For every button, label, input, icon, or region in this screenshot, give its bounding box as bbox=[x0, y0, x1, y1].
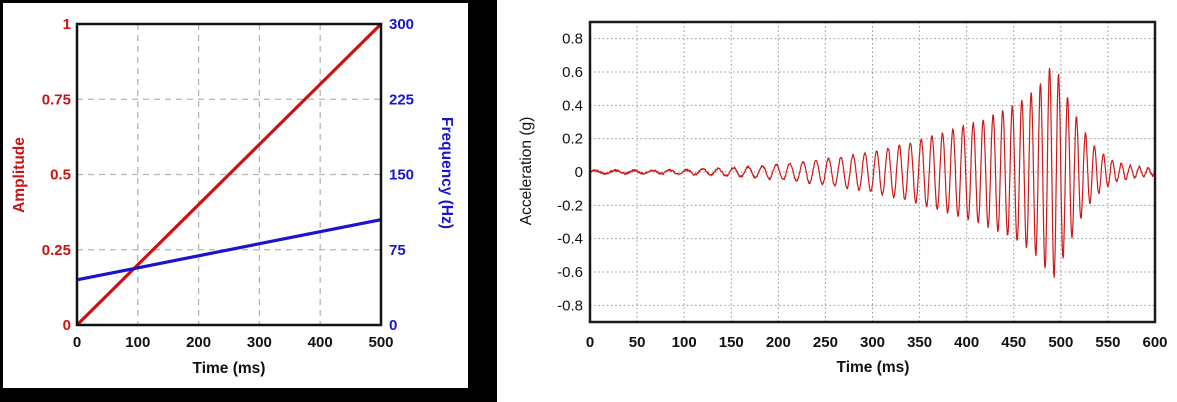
svg-text:0: 0 bbox=[73, 334, 81, 351]
amplitude-axis-title: Amplitude bbox=[11, 137, 28, 213]
svg-text:-0.4: -0.4 bbox=[557, 231, 583, 248]
svg-text:150: 150 bbox=[719, 334, 744, 351]
svg-text:1: 1 bbox=[63, 16, 71, 33]
svg-text:600: 600 bbox=[1142, 334, 1167, 351]
svg-text:-0.2: -0.2 bbox=[557, 197, 583, 214]
svg-text:300: 300 bbox=[860, 334, 885, 351]
svg-text:500: 500 bbox=[368, 334, 393, 351]
svg-text:0.5: 0.5 bbox=[50, 167, 71, 184]
svg-text:300: 300 bbox=[389, 16, 414, 33]
svg-text:0.8: 0.8 bbox=[562, 31, 583, 48]
svg-text:400: 400 bbox=[308, 334, 333, 351]
svg-text:0.25: 0.25 bbox=[42, 242, 71, 259]
right-time-axis-title: Time (ms) bbox=[836, 359, 910, 376]
acceleration-plot: 0 50 100 150 200 250 300 350 400 450 500 550 600 0.8 0… bbox=[557, 20, 1168, 351]
svg-text:550: 550 bbox=[1095, 334, 1120, 351]
svg-text:0.4: 0.4 bbox=[562, 97, 583, 114]
svg-text:75: 75 bbox=[389, 242, 406, 259]
svg-text:-0.6: -0.6 bbox=[557, 264, 583, 281]
svg-text:100: 100 bbox=[672, 334, 697, 351]
svg-text:300: 300 bbox=[247, 334, 272, 351]
acceleration-axis-title: Acceleration (g) bbox=[518, 116, 535, 226]
svg-text:0.6: 0.6 bbox=[562, 64, 583, 81]
svg-text:400: 400 bbox=[954, 334, 979, 351]
svg-text:225: 225 bbox=[389, 91, 414, 108]
svg-text:200: 200 bbox=[186, 334, 211, 351]
svg-text:0: 0 bbox=[63, 317, 71, 334]
svg-text:50: 50 bbox=[629, 334, 646, 351]
amplitude-frequency-plot: 0 100 200 300 400 50000.250.50.75107515022530… bbox=[42, 16, 414, 351]
acceleration-panel: 0 50 100 150 200 250 300 350 400 450 500 550 600 0.8 0… bbox=[505, 0, 1177, 402]
amplitude-frequency-panel: 0 100 200 300 400 500 0 0.25 0.5 0.75 1 0 75 150 225 30… bbox=[0, 0, 497, 402]
svg-text:500: 500 bbox=[1048, 334, 1073, 351]
svg-text:200: 200 bbox=[766, 334, 791, 351]
svg-text:450: 450 bbox=[1001, 334, 1026, 351]
amplitude-frequency-chart: 0 100 200 300 400 500 0 0.25 0.5 0.75 1 0 75 150 225 30… bbox=[3, 3, 468, 388]
left-time-axis-title: Time (ms) bbox=[192, 360, 266, 377]
svg-text:150: 150 bbox=[389, 167, 414, 184]
svg-text:0: 0 bbox=[575, 164, 583, 181]
svg-text:0.2: 0.2 bbox=[562, 131, 583, 148]
svg-text:0: 0 bbox=[389, 317, 397, 334]
svg-text:0: 0 bbox=[586, 334, 594, 351]
frequency-axis-title: Frequency (Hz) bbox=[438, 117, 455, 229]
svg-text:100: 100 bbox=[125, 334, 150, 351]
svg-text:350: 350 bbox=[907, 334, 932, 351]
svg-text:250: 250 bbox=[813, 334, 838, 351]
svg-text:-0.8: -0.8 bbox=[557, 297, 583, 314]
svg-text:0.75: 0.75 bbox=[42, 91, 71, 108]
